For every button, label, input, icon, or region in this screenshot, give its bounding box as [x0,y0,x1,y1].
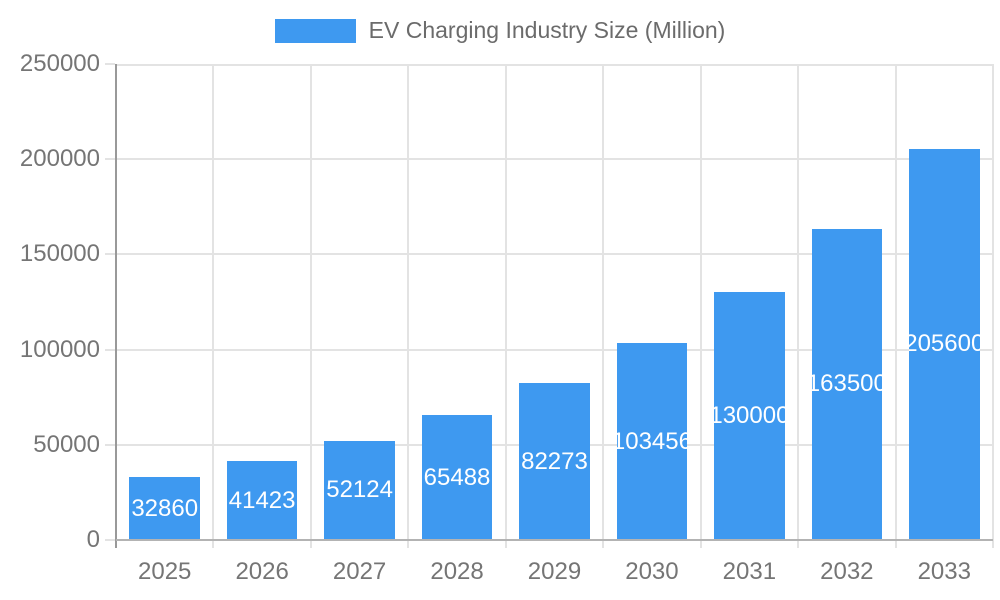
y-tick-label: 50000 [33,430,100,458]
bar[interactable]: 52124 [324,440,395,540]
y-axis-line [115,64,117,548]
bar[interactable]: 130000 [714,292,785,540]
gridline-h [116,348,993,351]
legend-swatch [274,18,356,43]
y-axis-tick [105,158,115,161]
bar[interactable]: 65488 [421,415,493,540]
bar-value-label: 65488 [423,463,491,491]
y-axis-tick [105,443,115,446]
x-tick-label: 2029 [527,558,582,585]
gridline-h [116,253,993,256]
y-tick-label: 200000 [19,145,100,173]
gridline-v [602,64,604,548]
gridline-v [407,64,409,548]
legend-label: EV Charging Industry Size (Million) [368,17,726,43]
gridline-v [505,64,507,548]
x-tick-label: 2032 [820,558,874,585]
bar-value-label: 41423 [228,486,296,514]
bar-value-label: 82273 [521,447,588,475]
x-tick-label: 2027 [332,558,387,585]
y-axis-tick [105,253,115,256]
x-tick-label: 2030 [625,558,679,585]
gridline-v [310,64,312,548]
y-axis-tick [105,539,115,541]
gridline-h [116,158,993,161]
gridline-h [116,64,993,66]
bar[interactable]: 41423 [226,461,298,540]
gridline-v [797,64,799,548]
bar-value-label: 130000 [714,402,785,430]
x-tick-label: 2025 [138,558,192,585]
bar-value-label: 32860 [131,494,199,522]
y-axis-tick [105,348,115,351]
gridline-v [895,64,897,548]
y-axis-tick [105,63,115,65]
bar[interactable]: 103456 [616,343,688,540]
bar-value-label: 163500 [811,370,883,398]
gridline-v [992,64,994,548]
legend: EV Charging Industry Size (Million) [0,17,1000,44]
x-tick-label: 2026 [235,558,289,585]
plot-area: 0 50000 100000 150000 200000 250000 32860 41423… [20,50,994,585]
bar-value-label: 103456 [616,427,688,455]
bar[interactable]: 82273 [519,383,590,540]
bar[interactable]: 32860 [129,477,201,540]
gridline-v [700,64,702,548]
bar-value-label: 205600 [908,330,980,358]
gridline-v [212,64,214,548]
x-axis-baseline [116,539,993,541]
y-tick-label: 100000 [19,335,100,363]
x-tick-label: 2033 [917,558,971,585]
x-tick-label: 2028 [430,558,484,585]
bar-value-label: 52124 [326,476,393,504]
y-tick-label: 250000 [19,50,100,77]
bar[interactable]: 205600 [908,148,980,540]
y-tick-label: 0 [86,526,100,553]
x-tick-label: 2031 [722,558,777,585]
bar[interactable]: 163500 [811,228,883,540]
y-tick-label: 150000 [19,240,100,268]
